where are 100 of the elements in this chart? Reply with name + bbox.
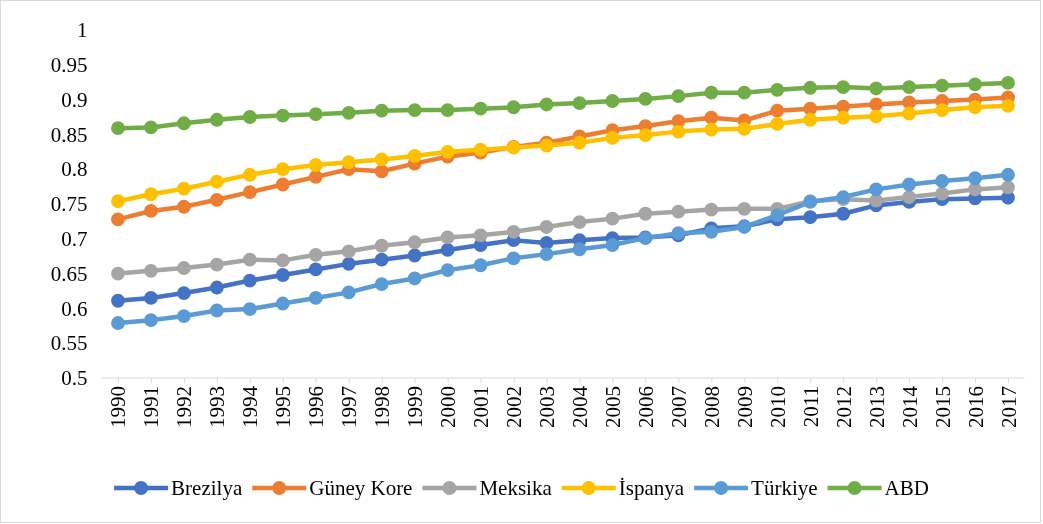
x-tick-label: 2002 — [502, 386, 527, 428]
x-tick-label: 1995 — [271, 386, 296, 428]
point — [440, 263, 455, 278]
point — [572, 215, 587, 229]
point — [605, 94, 620, 108]
x-tick-label: 2001 — [469, 386, 494, 428]
point — [473, 228, 488, 243]
x-tick-label: 2000 — [436, 386, 461, 428]
point — [209, 303, 224, 318]
point — [440, 230, 455, 245]
x-tick-label: 2010 — [765, 386, 790, 428]
y-tick-label: 0.85 — [50, 122, 88, 147]
point — [803, 112, 818, 127]
point — [242, 273, 257, 288]
point — [539, 97, 554, 112]
point — [1001, 180, 1015, 195]
point — [671, 204, 686, 219]
point — [836, 80, 851, 94]
point — [605, 238, 620, 252]
x-tick-label: 2015 — [930, 386, 955, 428]
point — [407, 149, 422, 163]
point — [935, 103, 949, 117]
point — [902, 80, 917, 94]
point — [177, 261, 191, 275]
x-tick-label: 2007 — [666, 386, 691, 428]
point — [869, 81, 884, 96]
point — [704, 202, 719, 217]
point — [671, 124, 686, 139]
y-tick-label: 0.5 — [61, 366, 88, 391]
point — [704, 122, 719, 137]
point — [506, 251, 521, 266]
legend-label: ABD — [884, 476, 929, 501]
point — [770, 117, 785, 131]
point — [209, 280, 224, 295]
x-tick-label: 1990 — [106, 386, 131, 428]
point — [144, 187, 158, 202]
point — [605, 130, 620, 145]
y-tick-label: 0.95 — [50, 53, 88, 78]
x-tick-label: 2014 — [897, 385, 922, 428]
point — [572, 242, 587, 257]
point — [770, 82, 785, 97]
x-tick-label: 1998 — [370, 386, 395, 428]
point — [638, 92, 653, 106]
point — [374, 238, 389, 253]
point — [111, 121, 125, 136]
point — [308, 107, 323, 122]
x-tick-label: 2003 — [535, 386, 560, 428]
legend-label: Türkiye — [751, 476, 818, 501]
x-tick-label: 1996 — [304, 386, 329, 428]
point — [275, 108, 290, 123]
point — [275, 177, 290, 192]
point — [407, 271, 422, 286]
point — [869, 109, 884, 124]
x-tick-label: 2011 — [798, 386, 823, 428]
point — [869, 97, 884, 112]
point — [1001, 167, 1015, 182]
point — [144, 204, 158, 218]
point — [506, 224, 521, 239]
point — [341, 105, 356, 120]
y-tick-label: 0.7 — [61, 227, 88, 252]
legend-label: İspanya — [618, 476, 685, 501]
point — [1001, 76, 1015, 90]
point — [638, 128, 653, 142]
point — [440, 243, 455, 257]
point — [671, 89, 686, 104]
y-tick-label: 0.9 — [61, 87, 88, 112]
point — [836, 110, 851, 125]
y-tick-label: 0.6 — [61, 296, 88, 321]
y-tick-label: 1 — [77, 18, 88, 43]
x-tick-label: 1994 — [238, 385, 263, 428]
point — [902, 190, 917, 204]
point — [209, 174, 224, 189]
x-tick-label: 1999 — [403, 386, 428, 428]
point — [341, 155, 356, 170]
point — [341, 285, 356, 300]
point — [374, 252, 389, 267]
x-tick-label: 1991 — [139, 386, 164, 428]
point — [803, 80, 818, 95]
point — [539, 220, 554, 234]
point — [374, 103, 389, 118]
point — [275, 253, 290, 268]
point — [935, 174, 949, 188]
point — [341, 244, 356, 259]
point — [111, 266, 125, 281]
point — [275, 268, 290, 282]
point — [242, 110, 257, 124]
point — [935, 186, 949, 201]
point — [440, 144, 455, 159]
legend-label: Güney Kore — [309, 476, 413, 501]
point — [177, 286, 191, 300]
point — [869, 182, 884, 197]
point — [144, 313, 158, 328]
point — [968, 171, 982, 186]
point — [539, 247, 554, 262]
point — [473, 258, 488, 273]
x-tick-label: 2012 — [831, 386, 856, 428]
point — [374, 277, 389, 291]
point — [1001, 98, 1015, 113]
x-tick-label: 2016 — [963, 386, 988, 428]
point — [144, 263, 158, 278]
